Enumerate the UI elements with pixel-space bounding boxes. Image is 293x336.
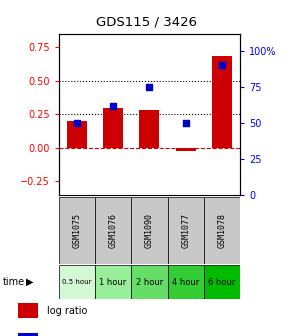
Bar bbox=[212, 56, 232, 148]
Text: GSM1075: GSM1075 bbox=[72, 213, 81, 248]
Point bbox=[111, 103, 115, 108]
Bar bbox=[103, 108, 123, 148]
Bar bbox=[95, 265, 131, 299]
Text: 1 hour: 1 hour bbox=[99, 278, 127, 287]
Text: GSM1077: GSM1077 bbox=[181, 213, 190, 248]
Bar bbox=[18, 303, 38, 318]
Text: GSM1076: GSM1076 bbox=[109, 213, 117, 248]
Text: 6 hour: 6 hour bbox=[208, 278, 236, 287]
Bar bbox=[176, 148, 196, 151]
Bar bbox=[168, 265, 204, 299]
Text: 0.5 hour: 0.5 hour bbox=[62, 279, 91, 285]
Bar bbox=[59, 197, 95, 264]
Bar bbox=[95, 197, 131, 264]
Bar bbox=[59, 265, 95, 299]
Bar bbox=[18, 333, 38, 336]
Point bbox=[74, 120, 79, 126]
Bar bbox=[131, 197, 168, 264]
Text: GSM1078: GSM1078 bbox=[218, 213, 226, 248]
Text: 4 hour: 4 hour bbox=[172, 278, 200, 287]
Bar bbox=[139, 110, 159, 148]
Bar bbox=[67, 121, 87, 148]
Bar bbox=[131, 265, 168, 299]
Point bbox=[183, 120, 188, 126]
Point bbox=[147, 84, 152, 90]
Bar bbox=[168, 197, 204, 264]
Text: GDS115 / 3426: GDS115 / 3426 bbox=[96, 15, 197, 28]
Text: GSM1090: GSM1090 bbox=[145, 213, 154, 248]
Text: log ratio: log ratio bbox=[47, 306, 87, 316]
Bar bbox=[204, 197, 240, 264]
Bar bbox=[204, 265, 240, 299]
Text: 2 hour: 2 hour bbox=[136, 278, 163, 287]
Text: time: time bbox=[3, 277, 25, 287]
Point bbox=[220, 62, 224, 68]
Text: ▶: ▶ bbox=[25, 277, 33, 287]
